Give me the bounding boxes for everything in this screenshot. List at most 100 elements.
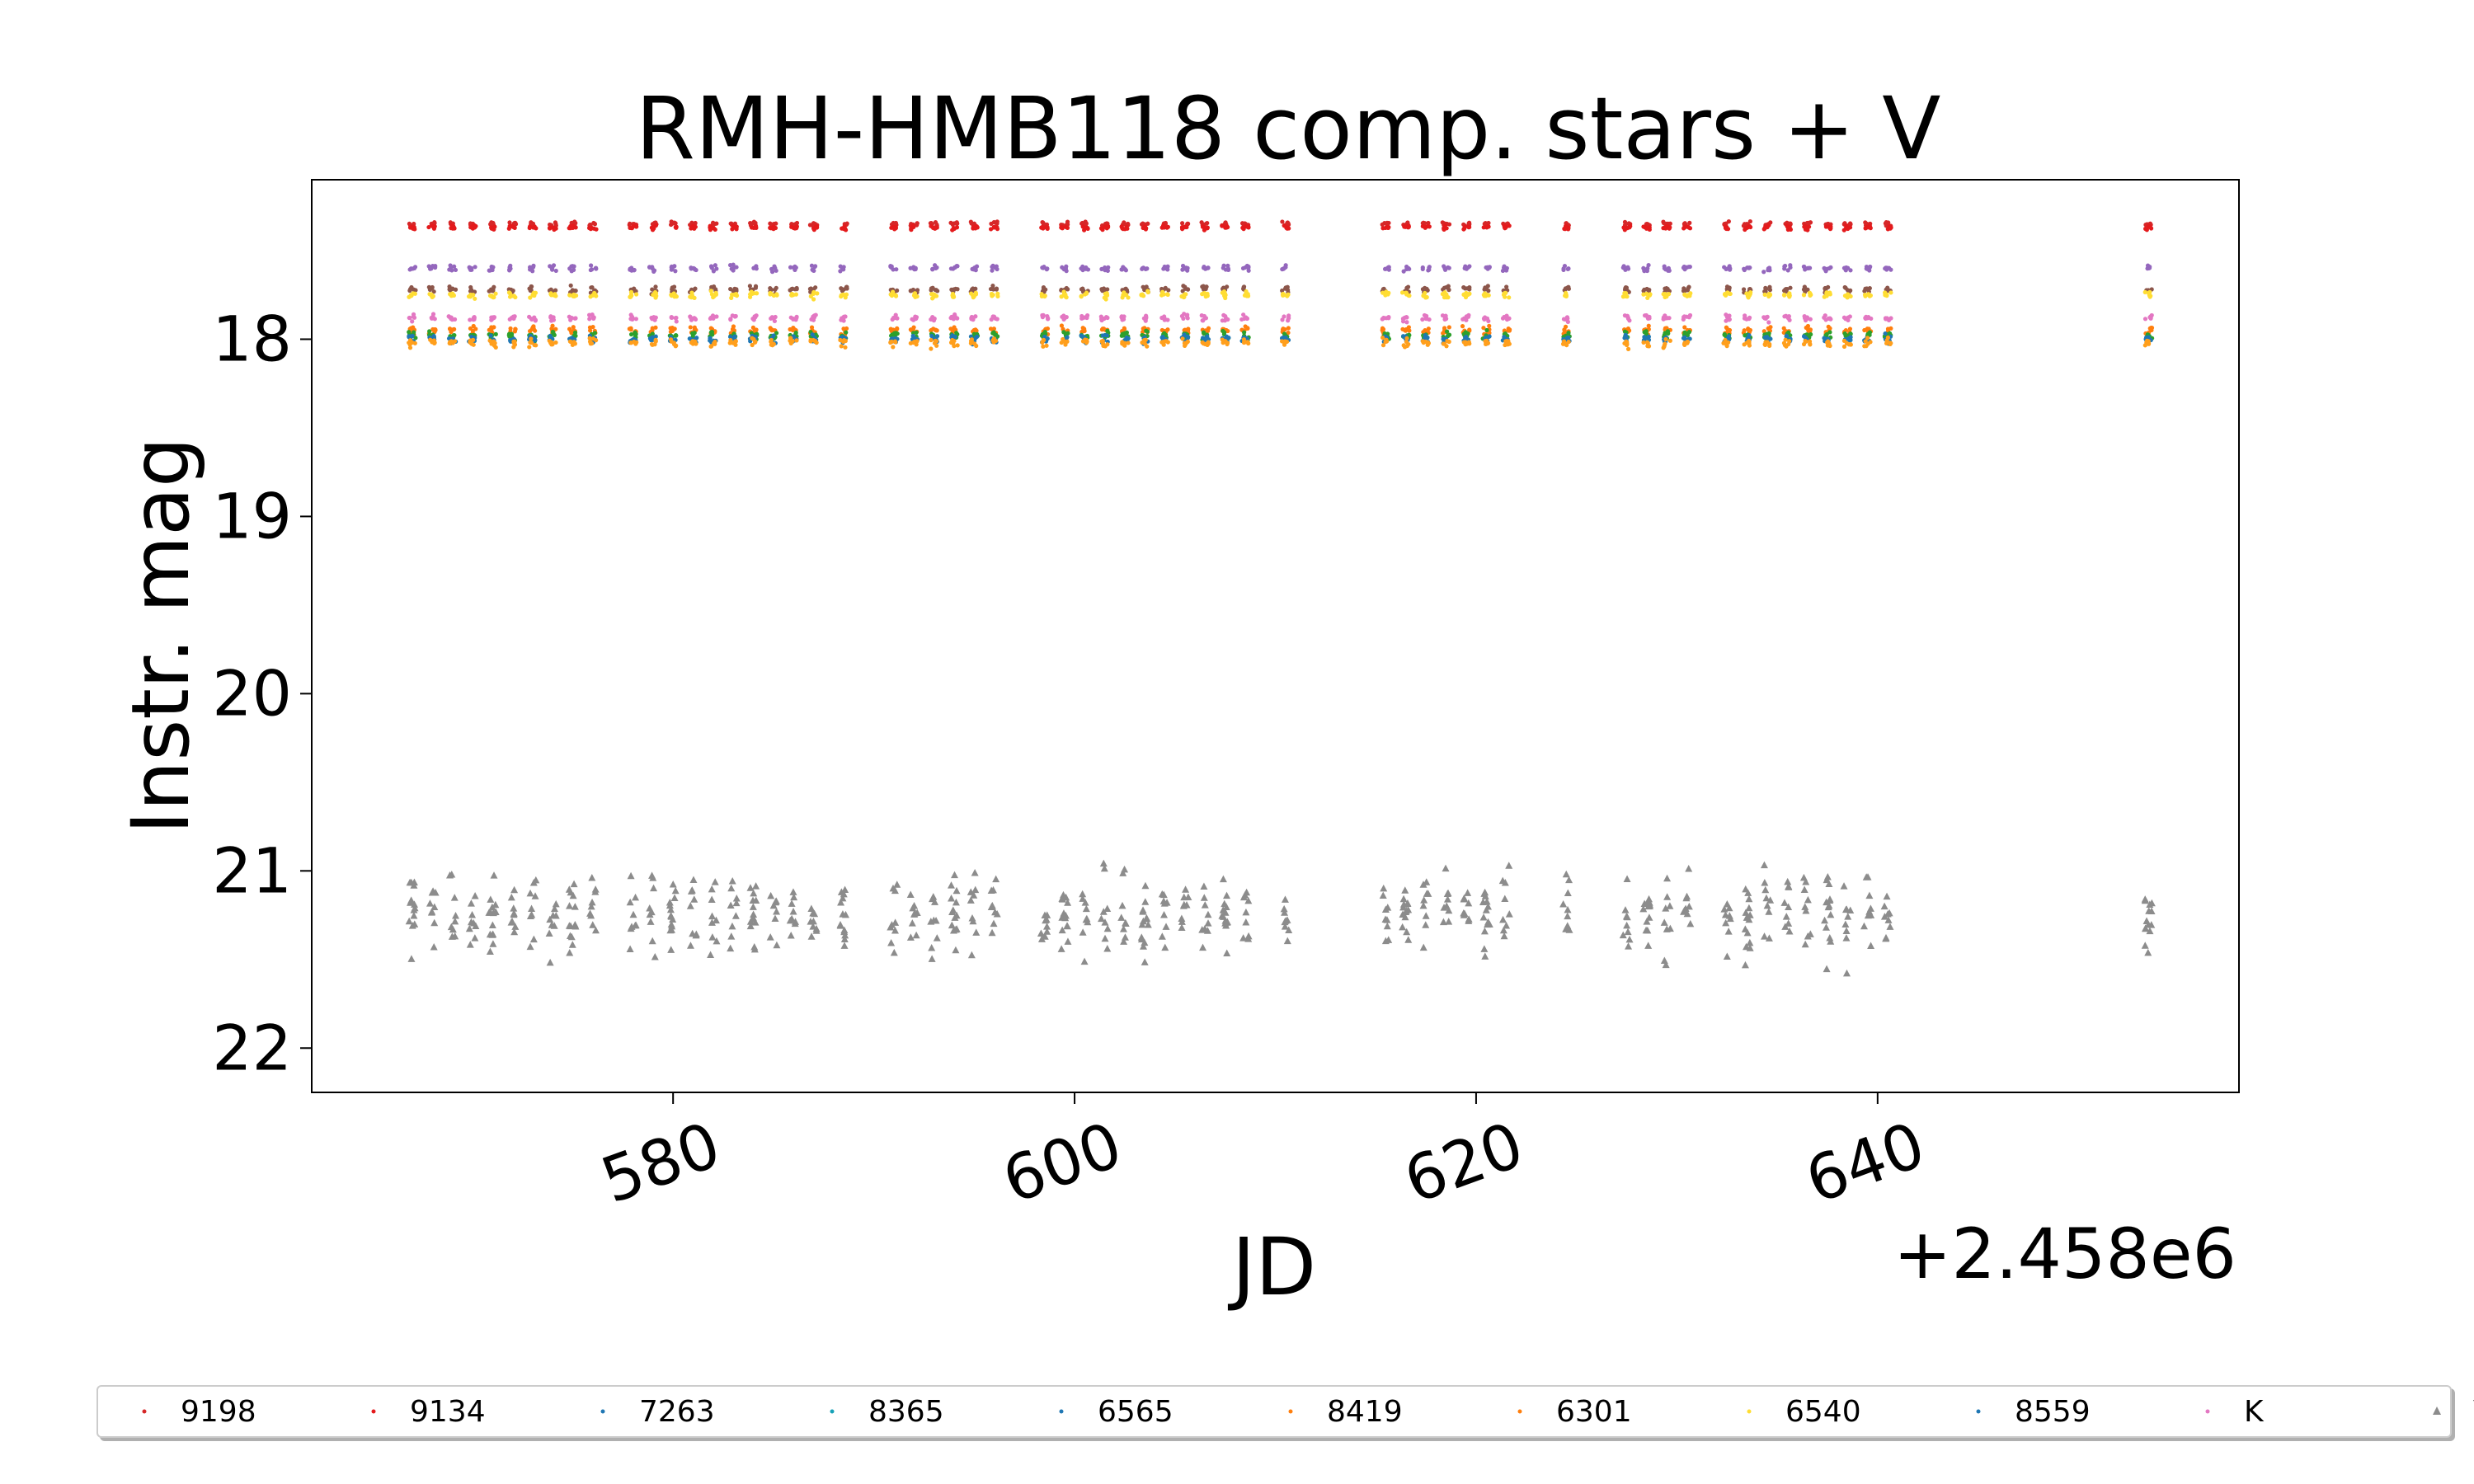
data-point-v [566,948,574,956]
data-point-7263 [1783,263,1788,269]
data-point-v [1867,911,1875,918]
data-point-v [1623,921,1631,929]
data-point-8419 [674,315,679,321]
data-point-v [1285,926,1293,934]
data-point-8419 [1727,317,1732,322]
data-point-6301 [1847,326,1853,331]
data-point-v [1445,906,1453,914]
data-point-k [727,340,732,345]
data-point-v [1880,902,1888,910]
data-point-9134 [507,223,512,228]
data-point-v [526,912,534,919]
data-point-6565 [1762,292,1767,297]
data-point-v [1064,899,1072,906]
data-point-7263 [913,265,918,270]
data-point-v [840,926,849,934]
data-point-6540 [1808,332,1813,337]
data-point-v [489,930,497,938]
data-point-k [1404,339,1409,345]
data-point-8419 [1864,314,1869,319]
data-point-8365 [949,287,954,292]
data-point-7263 [1761,270,1766,275]
data-point-v [1763,901,1771,909]
data-point-9198 [751,219,757,224]
data-point-v [1883,892,1891,900]
data-point-v [727,944,735,952]
data-point-v [840,942,849,949]
data-point-6565 [1623,294,1628,298]
data-point-k [1126,340,1131,345]
point-marker-icon [1959,1387,1998,1436]
data-point-9198 [710,220,716,225]
data-point-k [553,340,558,345]
data-point-6565 [1766,291,1771,297]
data-point-6301 [844,326,849,331]
data-point-6565 [1102,295,1107,300]
data-point-v [1722,918,1730,927]
data-point-6565 [708,289,713,294]
data-point-k [689,340,694,345]
data-point-8365 [1180,289,1185,294]
data-point-6301 [553,326,558,331]
data-point-6540 [914,330,919,335]
data-point-6540 [1644,329,1649,334]
data-point-8419 [430,312,436,317]
data-point-9198 [933,219,938,225]
data-point-v [1058,913,1066,921]
data-point-v [591,926,600,934]
data-point-k [1767,341,1772,347]
data-point-v [449,925,457,933]
data-point-v [486,947,494,955]
data-point-9134 [430,223,435,228]
legend-label: 9198 [181,1394,256,1429]
data-point-9198 [1883,221,1888,226]
data-point-8365 [1423,285,1427,290]
data-point-9134 [793,225,797,231]
data-point-v [1822,923,1830,931]
data-point-k [431,338,437,343]
data-point-v [789,907,797,915]
data-point-v [1119,925,1127,932]
data-point-8419 [1742,316,1747,321]
data-point-9134 [754,225,759,231]
data-point-7263 [473,265,477,270]
data-point-8365 [1647,287,1652,293]
data-point-9198 [948,220,953,225]
data-point-8419 [910,317,915,322]
data-point-9198 [1466,220,1472,225]
data-point-8419 [913,314,918,319]
data-point-8365 [1504,284,1509,289]
x-axis-label: JD [1228,1221,1316,1313]
data-point-v [711,878,719,885]
data-point-v [648,871,656,879]
data-point-v [1381,915,1390,923]
data-point-6301 [1460,324,1465,329]
data-point-v [531,892,539,899]
data-point-8419 [1280,317,1285,322]
data-point-8559 [910,333,915,339]
data-point-8419 [971,317,976,322]
data-point-8365 [1163,286,1168,291]
data-point-9134 [634,224,639,229]
data-point-v [1503,922,1511,929]
data-point-9198 [1667,221,1672,226]
data-point-8365 [1804,287,1808,292]
data-point-6540 [493,331,498,336]
data-point-6565 [1867,294,1872,298]
data-point-v [893,881,901,888]
data-point-7263 [429,266,434,271]
data-point-k [487,338,492,343]
data-point-v [972,928,981,936]
data-point-v [451,917,459,925]
data-point-v [1101,934,1109,942]
data-point-7263 [1865,266,1870,271]
data-point-v [951,871,959,879]
data-point-7263 [567,266,572,271]
data-point-v [1801,940,1809,948]
data-point-8365 [1183,284,1188,289]
data-point-v [1200,894,1208,901]
data-point-k [1283,339,1288,344]
data-point-v [1079,890,1087,898]
data-point-v [411,900,419,908]
data-point-v [1401,913,1409,921]
